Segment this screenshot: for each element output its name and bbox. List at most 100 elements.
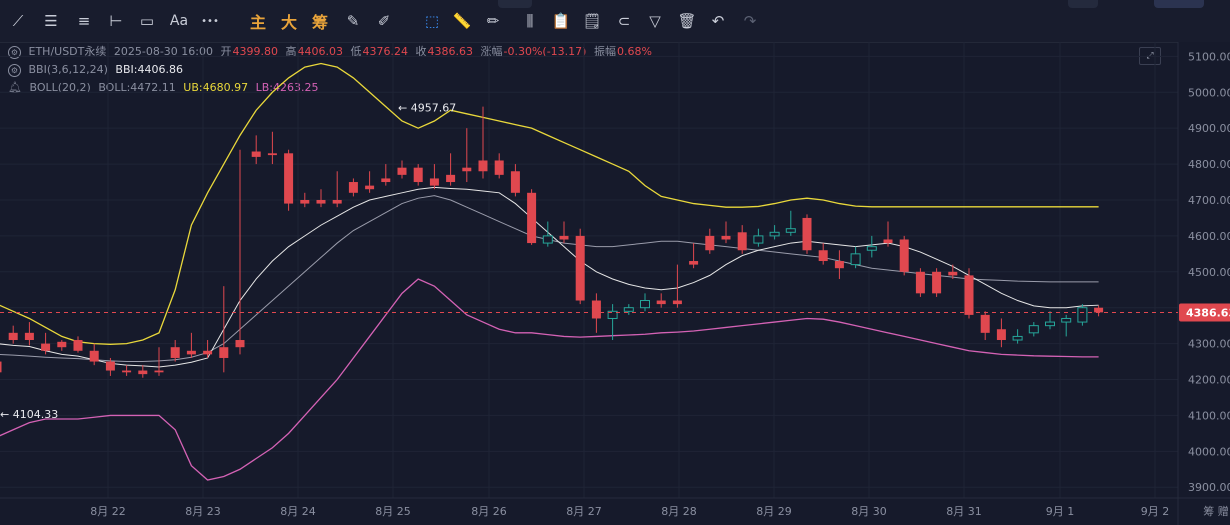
candle-body-down[interactable]: [932, 271, 942, 294]
candle-body-down[interactable]: [980, 314, 990, 333]
candle-body-down[interactable]: [24, 332, 34, 341]
candle-body-down[interactable]: [446, 174, 456, 183]
brush-icon[interactable]: ✏: [486, 12, 500, 30]
rectangle-tool-icon[interactable]: ▭: [139, 12, 155, 30]
candle-body-down[interactable]: [0, 361, 2, 373]
settings-toggle-icon[interactable]: ⚙: [8, 45, 21, 59]
candle-body-down[interactable]: [737, 232, 747, 251]
candle-body-down[interactable]: [138, 370, 148, 375]
candle-body-down[interactable]: [203, 350, 213, 355]
candle-body-up[interactable]: [850, 253, 861, 266]
candle-body-down[interactable]: [656, 300, 666, 305]
candle-body-down[interactable]: [818, 250, 828, 262]
candle-body-down[interactable]: [510, 171, 520, 193]
candle-body-up[interactable]: [1045, 321, 1055, 327]
candle-body-down[interactable]: [705, 235, 715, 251]
x-tick-label: 8月 30: [851, 505, 887, 518]
candle-body-down[interactable]: [154, 370, 164, 373]
candle-body-down[interactable]: [575, 235, 585, 301]
candle-body-down[interactable]: [397, 167, 407, 175]
candle-body-down[interactable]: [478, 160, 488, 172]
note-icon[interactable]: 🗒: [582, 12, 602, 30]
candle-body-up[interactable]: [769, 231, 780, 237]
text-tool-icon[interactable]: Aa: [169, 13, 189, 29]
candle-body-down[interactable]: [494, 160, 504, 175]
candle-body-up[interactable]: [1028, 325, 1039, 334]
candle-body-down[interactable]: [41, 343, 51, 351]
candle-body-up[interactable]: [785, 228, 796, 233]
candle-body-down[interactable]: [73, 340, 83, 351]
tool-pen-icon[interactable]: ✐: [377, 12, 391, 30]
crosshair-line-tool-icon[interactable]: ⊢: [109, 12, 123, 30]
candle-body-up[interactable]: [1077, 307, 1088, 323]
select-mode-icon[interactable]: ⬚: [424, 12, 440, 30]
candle-body-down[interactable]: [316, 199, 326, 204]
candle-body-up[interactable]: [1012, 335, 1023, 341]
candle-body-up[interactable]: [623, 307, 634, 312]
horizontal-lines-tool-icon[interactable]: ≡: [77, 12, 91, 30]
candle-body-down[interactable]: [105, 361, 115, 371]
candle-body-down[interactable]: [883, 239, 893, 244]
candle-body-down[interactable]: [996, 329, 1006, 341]
big-order-button[interactable]: 大: [280, 13, 297, 32]
candle-body-down[interactable]: [689, 261, 699, 265]
bbi-legend[interactable]: ⚙ BBI(3,6,12,24) BBI:4406.86: [8, 62, 187, 78]
candle-body-down[interactable]: [672, 300, 682, 305]
candle-body-down[interactable]: [300, 199, 310, 204]
chip-distribution-button[interactable]: 筹: [311, 13, 328, 32]
magnet-icon[interactable]: ⊂: [617, 12, 631, 30]
candle-body-down[interactable]: [591, 300, 601, 319]
ruler-icon[interactable]: 📏: [452, 12, 472, 30]
candle-body-down[interactable]: [365, 185, 375, 190]
candle-body-down[interactable]: [802, 217, 812, 251]
candle-body-down[interactable]: [332, 199, 342, 204]
candle-body-down[interactable]: [1094, 307, 1104, 313]
candle-body-down[interactable]: [462, 167, 472, 172]
clipboard-icon[interactable]: 📋: [551, 12, 571, 30]
candle-body-down[interactable]: [413, 167, 423, 183]
candle-body-down[interactable]: [948, 271, 958, 276]
candle-body-down[interactable]: [964, 275, 974, 315]
candle-body-up[interactable]: [640, 300, 650, 309]
candle-body-up[interactable]: [1061, 317, 1072, 323]
undo-icon[interactable]: ↶: [711, 12, 725, 30]
redo-icon[interactable]: ↷: [743, 12, 757, 30]
candle-body-down[interactable]: [251, 151, 261, 157]
candle-body-down[interactable]: [235, 340, 245, 348]
candle-body-down[interactable]: [348, 182, 358, 193]
candle-body-down[interactable]: [429, 178, 439, 186]
candle-body-down[interactable]: [721, 235, 731, 240]
candle-body-down[interactable]: [915, 271, 925, 294]
candle-body-up[interactable]: [607, 310, 618, 319]
candle-body-down[interactable]: [89, 350, 99, 362]
candle-body-down[interactable]: [381, 178, 391, 183]
candle-body-down[interactable]: [899, 239, 909, 272]
candle-body-down[interactable]: [834, 261, 844, 269]
candle-body-down[interactable]: [57, 341, 67, 348]
candle-body-down[interactable]: [559, 235, 569, 240]
candle-body-down[interactable]: [267, 153, 277, 156]
candle-body-up[interactable]: [542, 235, 553, 244]
candle-body-up[interactable]: [866, 246, 877, 251]
candle-body-up[interactable]: [753, 235, 764, 244]
candle-body-down[interactable]: [186, 350, 196, 355]
candle-body-down[interactable]: [8, 332, 18, 341]
candle-body-down[interactable]: [219, 347, 229, 358]
trash-icon[interactable]: 🗑: [677, 12, 697, 30]
main-indicator-button[interactable]: 主: [249, 13, 266, 32]
edit-icon[interactable]: ✎: [346, 12, 360, 30]
candle-body-down[interactable]: [170, 347, 180, 358]
bell-icon[interactable]: 🔔︎: [8, 81, 22, 94]
bbi-settings-icon[interactable]: ⚙: [8, 63, 21, 77]
parallel-lines-tool-icon[interactable]: ☰: [44, 12, 58, 30]
candle-body-down[interactable]: [122, 370, 132, 373]
filter-icon[interactable]: ▽: [649, 12, 661, 30]
candle-body-down[interactable]: [527, 192, 537, 244]
candle-body-down[interactable]: [284, 153, 294, 204]
trendline-tool-icon[interactable]: ⟋: [12, 12, 24, 30]
candle-type-icon[interactable]: ⫼: [526, 12, 534, 30]
more-tools-icon[interactable]: •••: [201, 15, 219, 27]
boll-legend[interactable]: 🔔︎ BOLL(20,2) BOLL:4472.11 UB:4680.97 LB…: [8, 80, 322, 96]
boll-lb-line: [0, 278, 1099, 481]
